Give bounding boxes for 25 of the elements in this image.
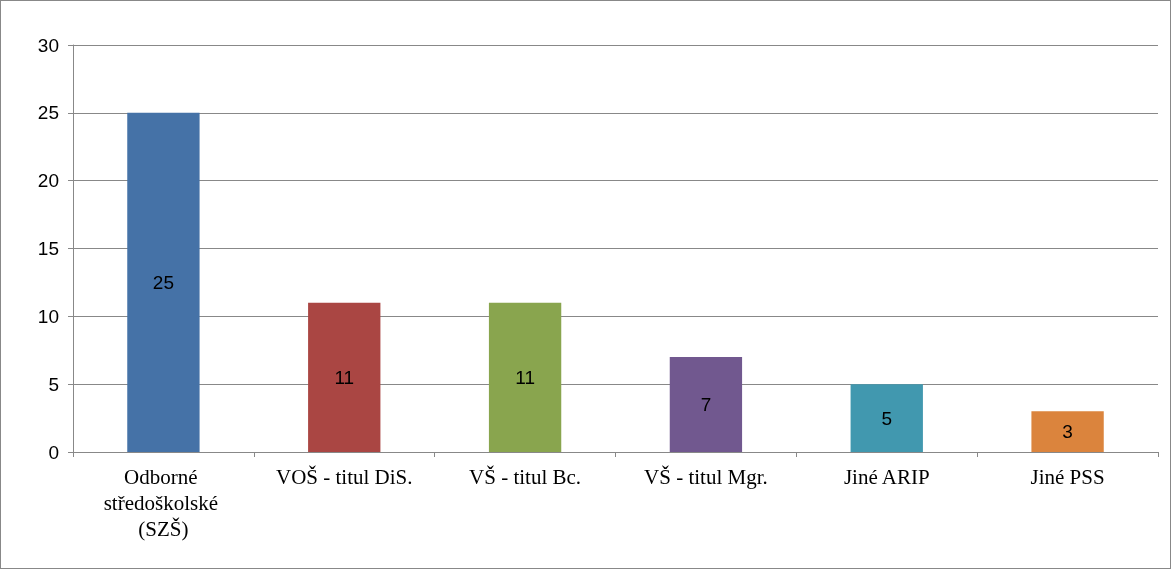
y-tick-label: 25 [37, 102, 59, 124]
x-tick-label: VOŠ - titul DiS. [275, 465, 413, 489]
data-label: 7 [700, 394, 712, 416]
x-tick-label: VŠ - titul Bc. [469, 465, 582, 489]
bar [488, 302, 562, 452]
y-tick-label: 0 [48, 441, 59, 463]
data-label: 3 [1062, 421, 1073, 443]
y-tick-label: 5 [48, 373, 59, 395]
y-tick-label: 30 [37, 34, 59, 56]
x-tick-label: Jiné PSS [1030, 465, 1105, 489]
data-label: 11 [515, 366, 535, 388]
y-tick-label: 10 [37, 305, 59, 327]
bar [308, 302, 381, 452]
bar [669, 357, 743, 452]
bar [850, 384, 923, 452]
x-tick-label: Jiné ARIP [843, 465, 930, 489]
data-label: 11 [334, 366, 355, 388]
y-tick-label: 20 [37, 170, 59, 192]
x-tick-label: Odborné středoškolské (SZŠ) [103, 465, 224, 541]
data-label: 25 [152, 271, 174, 293]
y-tick-label: 15 [37, 238, 59, 259]
x-tick-label: VŠ - titul Mgr. [644, 465, 768, 489]
bar [127, 112, 200, 452]
data-label: 5 [881, 407, 893, 429]
bar [1031, 411, 1104, 452]
